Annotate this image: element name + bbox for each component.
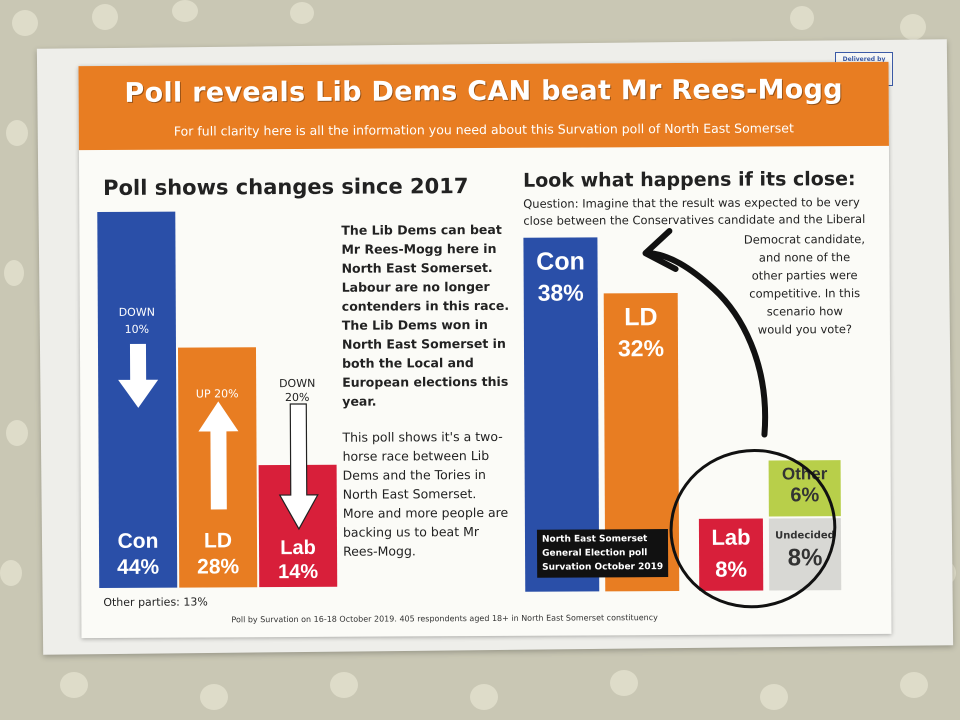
- tablecloth-dot: [0, 560, 22, 586]
- tablecloth-dot: [6, 120, 28, 146]
- leaflet: Poll reveals Lib Dems CAN beat Mr Rees-M…: [78, 61, 892, 639]
- tablecloth-dot: [900, 14, 926, 40]
- envelope-stamp-text: Delivered by: [842, 56, 886, 63]
- tablecloth-dot: [60, 672, 88, 698]
- tablecloth-dot: [330, 672, 358, 698]
- tablecloth-dot: [6, 420, 28, 446]
- tablecloth-dot: [790, 6, 814, 30]
- down-arrow-icon: [118, 343, 159, 408]
- tablecloth-dot: [12, 10, 38, 36]
- tablecloth-dot: [172, 0, 198, 22]
- tablecloth-dot: [200, 684, 228, 710]
- tablecloth-dot: [470, 684, 498, 710]
- down-arrow-icon: [278, 403, 319, 531]
- tablecloth-dot: [900, 672, 928, 698]
- up-arrow-icon: [198, 401, 239, 510]
- tablecloth-dot: [290, 2, 314, 24]
- tablecloth-dot: [4, 260, 24, 286]
- hand-drawn-arrow-and-circle: [642, 228, 837, 609]
- tablecloth-dot: [610, 670, 638, 696]
- tablecloth-dot: [760, 684, 788, 710]
- tablecloth-dot: [92, 4, 118, 30]
